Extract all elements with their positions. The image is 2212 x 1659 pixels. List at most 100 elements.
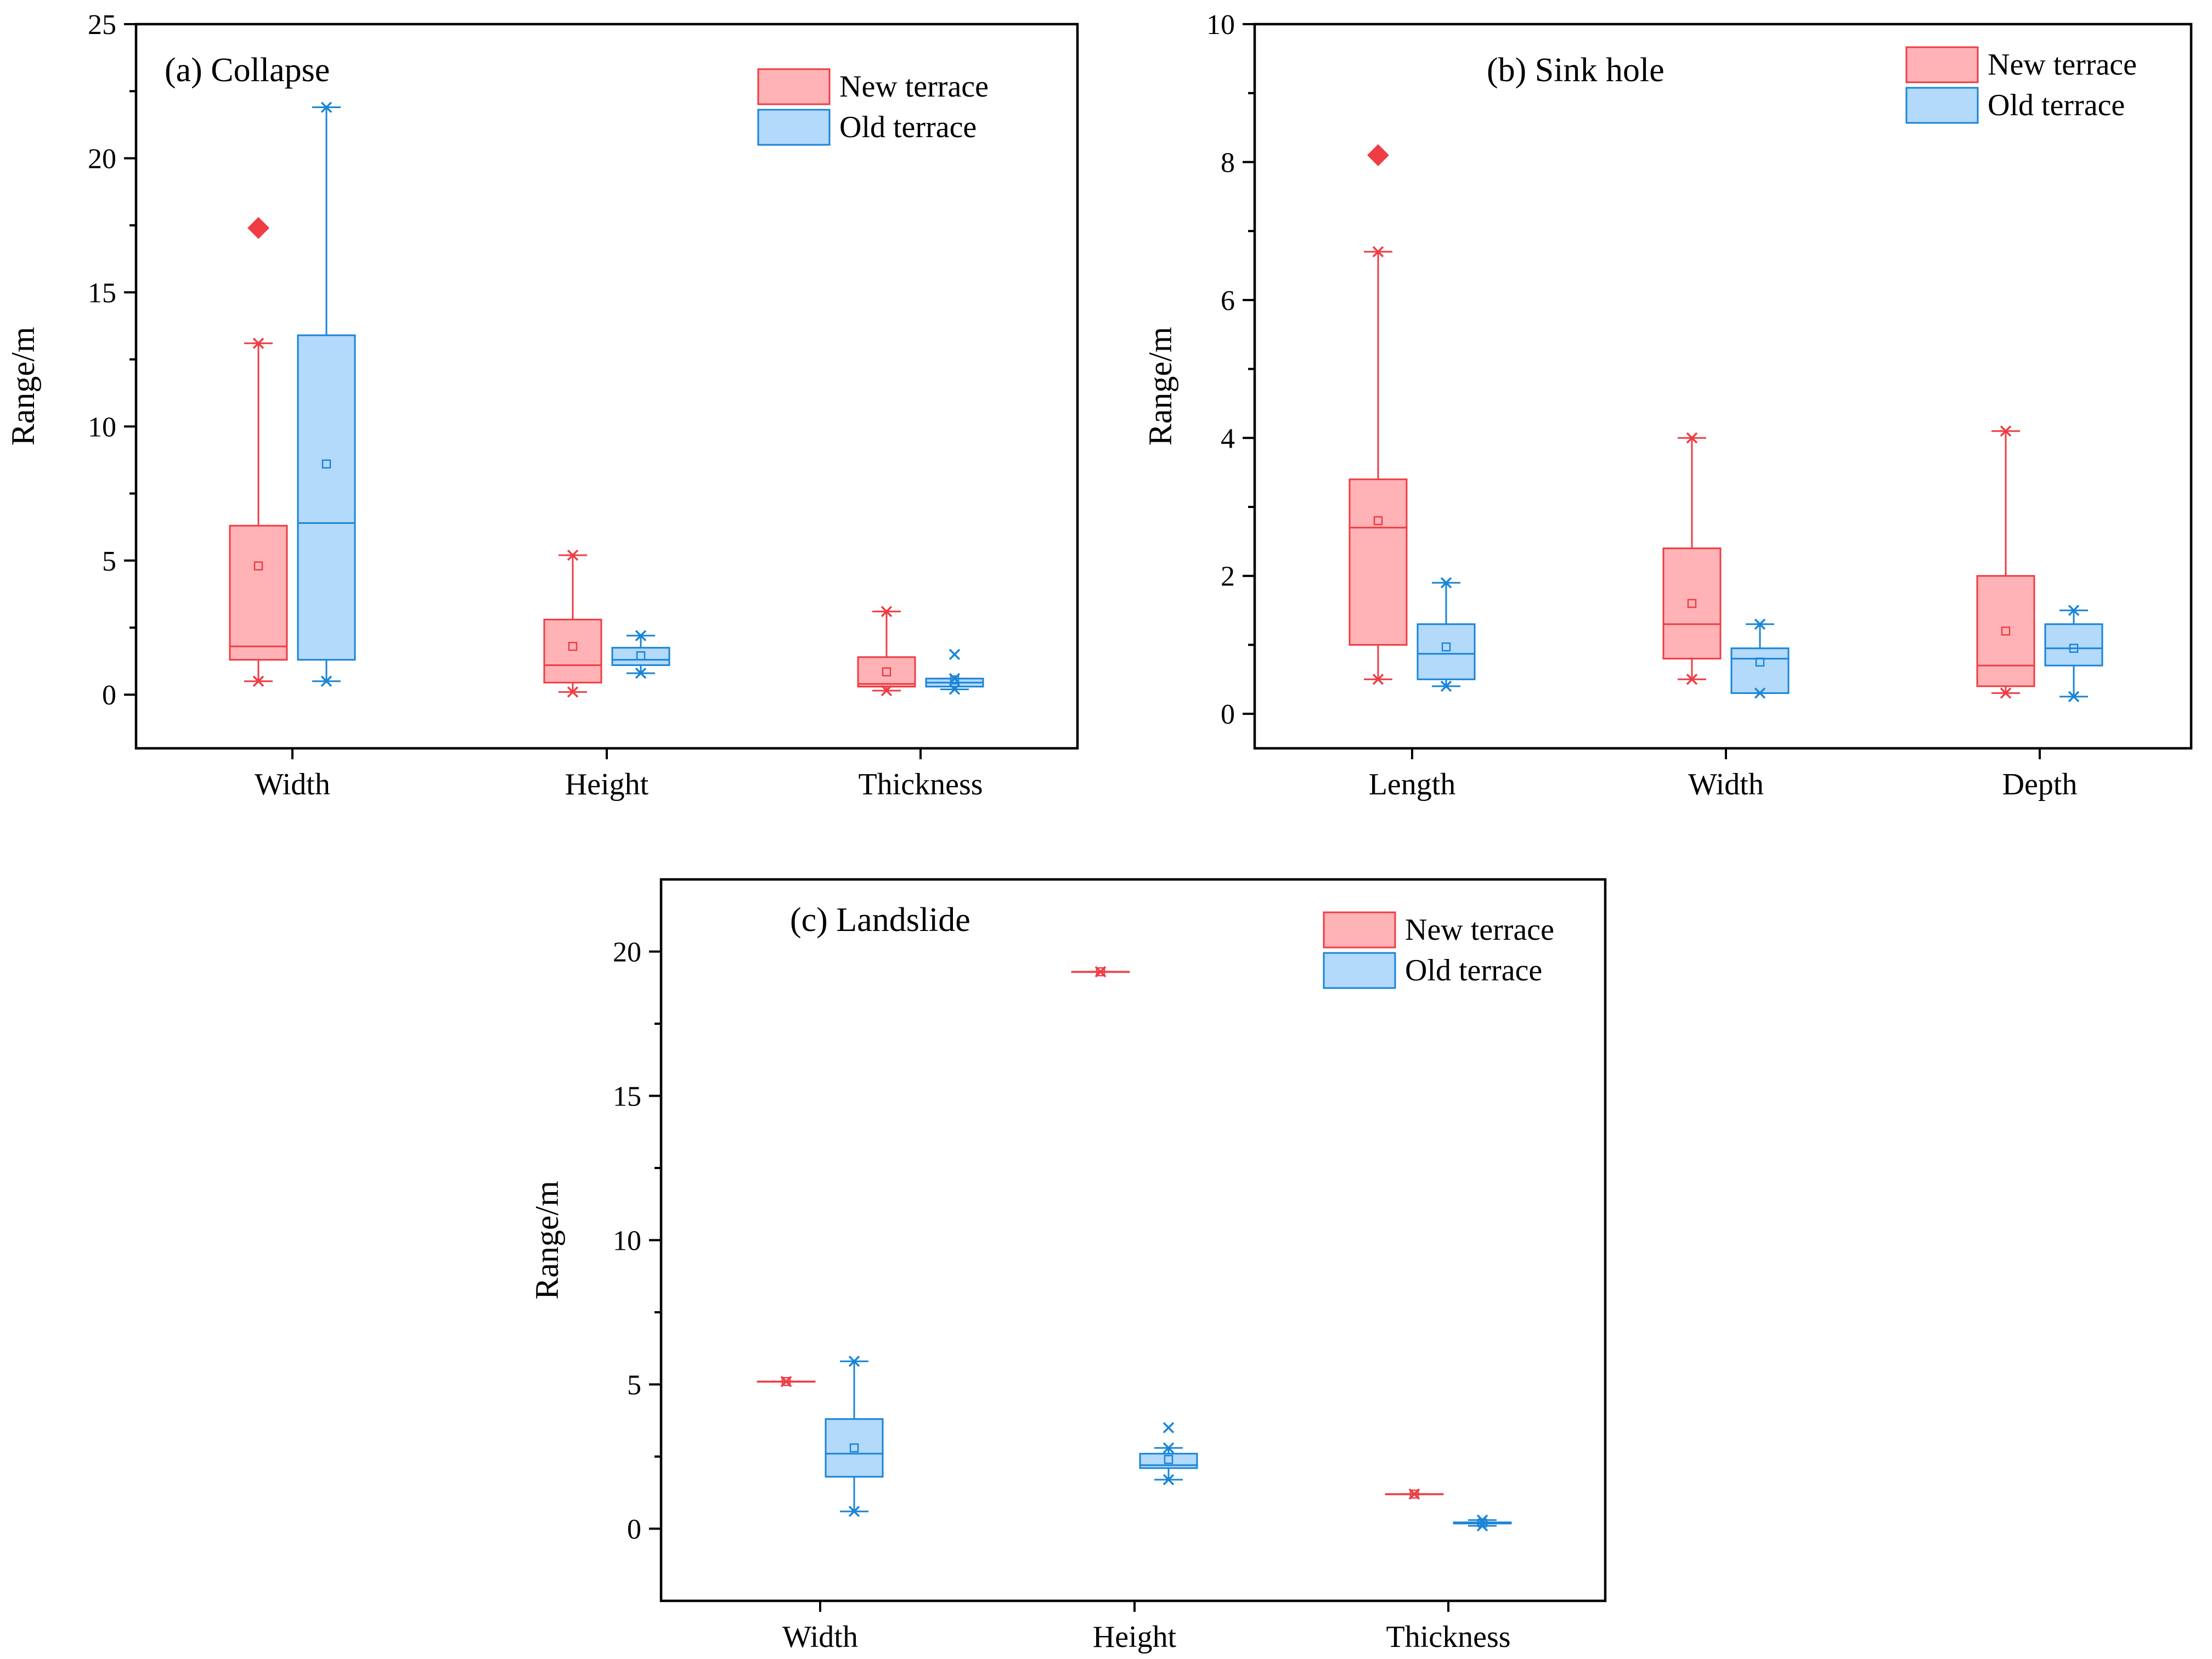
min-marker: [1686, 674, 1698, 685]
chart-title: (c) Landslide: [790, 901, 970, 939]
y-axis-label: Range/m: [529, 1181, 565, 1300]
mean-marker: [1409, 1489, 1419, 1499]
mean-marker: [950, 675, 960, 685]
chart-panel-3: 0 5 10 15 20 Width Height Thickness Range/m (c) L…: [529, 878, 1607, 1654]
x-tick-label: Height: [565, 768, 649, 802]
box-iqr: [1417, 623, 1476, 680]
box-iqr: [229, 524, 288, 661]
box-old-depth: [2044, 605, 2103, 702]
box-iqr: [297, 334, 356, 661]
legend-label: New terrace: [839, 70, 989, 104]
x-tick-label: Width: [782, 1620, 858, 1654]
mean-marker: [1441, 642, 1451, 652]
mean-marker: [1096, 967, 1105, 977]
box-iqr: [825, 1418, 884, 1478]
max-marker: [848, 1356, 860, 1367]
mean-marker: [1687, 599, 1697, 608]
y-tick-label: 25: [88, 9, 116, 41]
box-iqr: [1730, 647, 1790, 694]
legend-label: New terrace: [1405, 913, 1554, 947]
box-old-thickness: [925, 648, 984, 695]
max-marker: [1754, 618, 1766, 630]
x-tick-label: Thickness: [1386, 1620, 1510, 1654]
y-tick-label: 8: [1221, 147, 1235, 178]
min-marker: [780, 1376, 792, 1387]
y-tick-label: 10: [613, 1226, 641, 1257]
box-new-width: [1662, 432, 1722, 685]
box-new-depth: [1976, 425, 2035, 699]
outlier-marker: [247, 217, 269, 239]
plot-frame: [1253, 22, 2193, 750]
box-old-width: [297, 101, 356, 687]
y-tick-label: 10: [1206, 9, 1235, 41]
max-marker: [1440, 577, 1452, 589]
x-tick-label: Length: [1369, 768, 1456, 802]
min-marker: [2000, 687, 2012, 699]
box-iqr: [611, 647, 670, 666]
y-tick-label: 15: [613, 1081, 641, 1113]
min-marker: [252, 675, 264, 687]
box-iqr: [1348, 478, 1408, 646]
min-marker: [635, 667, 647, 679]
min-marker: [949, 684, 961, 695]
max-marker: [1372, 246, 1384, 258]
mean-marker: [568, 641, 578, 651]
y-tick-label: 20: [613, 937, 641, 968]
chart-title: (a) Collapse: [165, 52, 330, 89]
chart-panel-2: 0 2 4 6 8 10 Length Width Depth Range/m (b) Sink h…: [1142, 9, 2193, 802]
x-tick-label: Thickness: [858, 768, 983, 802]
y-tick-label: 0: [627, 1514, 641, 1545]
legend-label: New terrace: [1988, 48, 2137, 82]
y-tick-label: 5: [102, 546, 116, 577]
min-marker: [881, 685, 893, 697]
box-old-height: [611, 630, 670, 679]
mean-marker: [1164, 1455, 1173, 1464]
max-marker: [320, 101, 332, 113]
min-marker: [1476, 1520, 1488, 1532]
mean-marker: [1755, 657, 1765, 667]
mean-marker: [253, 561, 263, 571]
plot-frame: [659, 878, 1607, 1602]
max-marker: [635, 630, 647, 641]
y-tick-label: 2: [1221, 561, 1235, 592]
legend-label: Old terrace: [1405, 953, 1542, 988]
x-tick-label: Width: [255, 768, 330, 802]
box-new-width: [229, 217, 288, 687]
max-marker: [252, 337, 264, 349]
legend-swatch-new: [1905, 46, 1979, 83]
box-new-height: [543, 549, 602, 698]
legend-swatch-new: [1323, 911, 1396, 949]
min-marker: [1372, 674, 1384, 685]
box-iqr: [1662, 547, 1722, 660]
box-iqr: [857, 656, 916, 688]
max-marker: [2000, 425, 2012, 437]
legend-label: Old terrace: [1988, 88, 2125, 122]
max-marker: [1686, 432, 1698, 444]
mean-marker: [321, 459, 331, 469]
box-old-height: [1139, 1422, 1198, 1486]
legend-swatch-old: [1905, 87, 1979, 124]
chart-title: (b) Sink hole: [1487, 52, 1664, 89]
max-marker: [2068, 605, 2080, 616]
box-old-width: [1730, 618, 1790, 699]
mean-marker: [882, 667, 891, 676]
max-marker: [1163, 1442, 1175, 1454]
x-tick-label: Height: [1093, 1620, 1177, 1654]
box-new-length: [1348, 144, 1408, 685]
y-tick-label: 4: [1221, 423, 1235, 454]
mean-marker: [636, 651, 646, 661]
x-tick-label: Depth: [2002, 768, 2078, 802]
mean-marker: [2001, 627, 2011, 636]
box-old-length: [1417, 577, 1476, 692]
box-old-thickness: [1453, 1514, 1512, 1532]
legend-swatch-new: [757, 68, 831, 105]
min-marker: [2068, 691, 2080, 702]
mean-marker: [781, 1376, 791, 1386]
min-marker: [1163, 1474, 1175, 1486]
x-tick-label: Width: [1688, 768, 1764, 802]
min-marker: [1754, 687, 1766, 699]
outlier-marker: [1163, 1422, 1175, 1434]
max-marker: [881, 606, 893, 617]
box-new-height: [1071, 966, 1130, 978]
legend-swatch-old: [757, 109, 831, 146]
